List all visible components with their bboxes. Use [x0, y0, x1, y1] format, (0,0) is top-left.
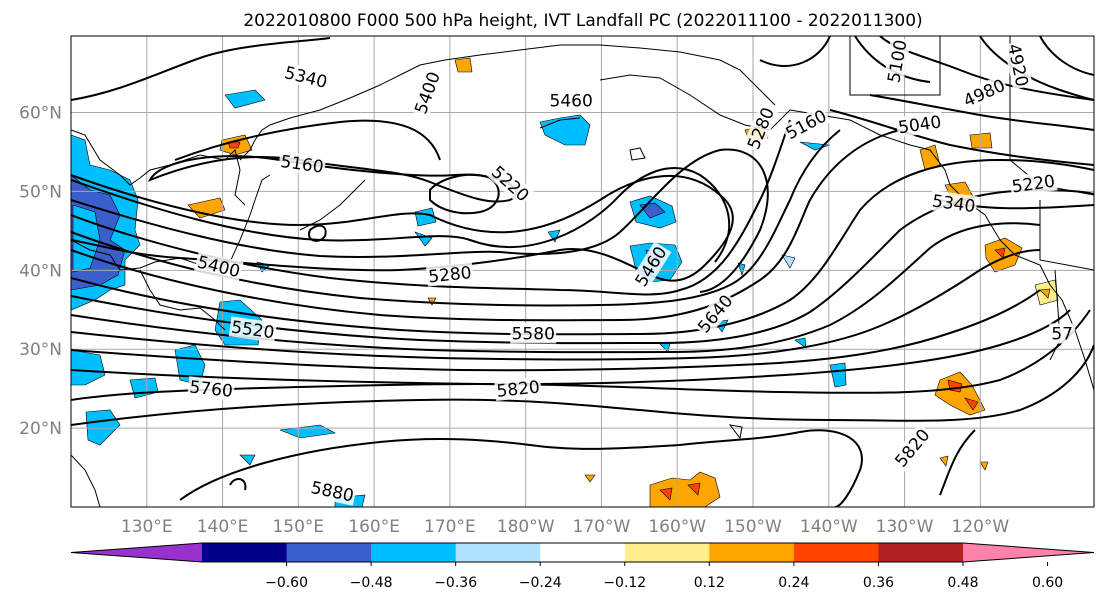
graticule: [71, 36, 1094, 507]
colorbar: −0.60 −0.48 −0.36 −0.24 −0.12 0.12 0.24 0.36 0.4…: [70, 542, 1095, 591]
lon-tick-label: 170°W: [573, 517, 631, 537]
ivt-positive-patches: [187, 57, 1059, 507]
colorbar-tick-label: −0.24: [519, 575, 562, 591]
contour-label: 5280: [425, 261, 474, 287]
contour-label: 5760: [187, 376, 236, 402]
colorbar-tick-label: −0.48: [350, 575, 393, 591]
contour-label: 5580: [510, 323, 557, 344]
lat-tick-label: 40°N: [19, 261, 62, 281]
colorbar-tick-label: 0.12: [694, 575, 725, 591]
colorbar-tick-label: 0.36: [863, 575, 894, 591]
colorbar-bin: [286, 543, 372, 562]
colorbar-bin: [624, 543, 710, 562]
height-contours: [71, 36, 1094, 507]
lat-tick-label: 50°N: [19, 182, 62, 202]
lon-tick-label: 130°W: [876, 517, 934, 537]
colorbar-tick-label: −0.36: [434, 575, 477, 591]
lon-tick-label: 140°W: [800, 517, 858, 537]
contour-label: 5820: [494, 376, 543, 402]
colorbar-tick-label: 0.60: [1032, 575, 1063, 591]
colorbar-tick-label: −0.60: [265, 575, 308, 591]
lon-tick-label: 170°E: [424, 517, 476, 537]
lon-tick-label: 150°W: [724, 517, 782, 537]
svg-text:5280: 5280: [427, 263, 472, 287]
lon-tick-label: 140°E: [197, 517, 249, 537]
contour-label: 5040: [895, 111, 944, 138]
colorbar-bin: [371, 543, 457, 562]
colorbar-bin: [540, 543, 626, 562]
colorbar-bin: [793, 543, 879, 562]
colorbar-bin: [455, 543, 541, 562]
lon-tick-label: 160°W: [648, 517, 706, 537]
contour-label: 57: [1049, 323, 1076, 344]
svg-text:57: 57: [1051, 324, 1073, 344]
contour-label: 5100: [883, 36, 912, 86]
contour-label: 5460: [548, 90, 595, 112]
lon-tick-label: 180°W: [497, 517, 555, 537]
colorbar-tick-label: −0.12: [603, 575, 646, 591]
contour-label: 5160: [277, 150, 327, 178]
lat-tick-label: 20°N: [19, 419, 62, 439]
svg-text:5760: 5760: [189, 377, 234, 401]
lon-tick-label: 120°W: [951, 517, 1009, 537]
colorbar-bin: [202, 543, 288, 562]
colorbar-outline: [70, 542, 1095, 563]
colorbar-extend-low: [71, 543, 202, 562]
svg-text:5580: 5580: [512, 324, 555, 344]
colorbar-tick-label: 0.48: [947, 575, 978, 591]
lat-tick-label: 60°N: [19, 104, 62, 124]
map-title: 2022010800 F000 500 hPa height, IVT Land…: [243, 11, 922, 31]
svg-text:5820: 5820: [496, 377, 541, 401]
contour-label: 5340: [929, 190, 978, 217]
colorbar-bin: [878, 543, 964, 562]
lat-tick-label: 30°N: [19, 340, 62, 360]
lon-tick-label: 130°E: [121, 517, 173, 537]
colorbar-bin: [709, 543, 795, 562]
lon-tick-label: 150°E: [272, 517, 324, 537]
colorbar-tick-label: 0.24: [778, 575, 809, 591]
lon-tick-label: 160°E: [348, 517, 400, 537]
svg-text:5460: 5460: [550, 92, 593, 112]
colorbar-extend-high: [963, 543, 1094, 562]
map-frame: [70, 35, 1095, 508]
axis-labels: 60°N 50°N 40°N 30°N 20°N 130°E 140°E 150°E 160°E…: [19, 104, 1009, 537]
